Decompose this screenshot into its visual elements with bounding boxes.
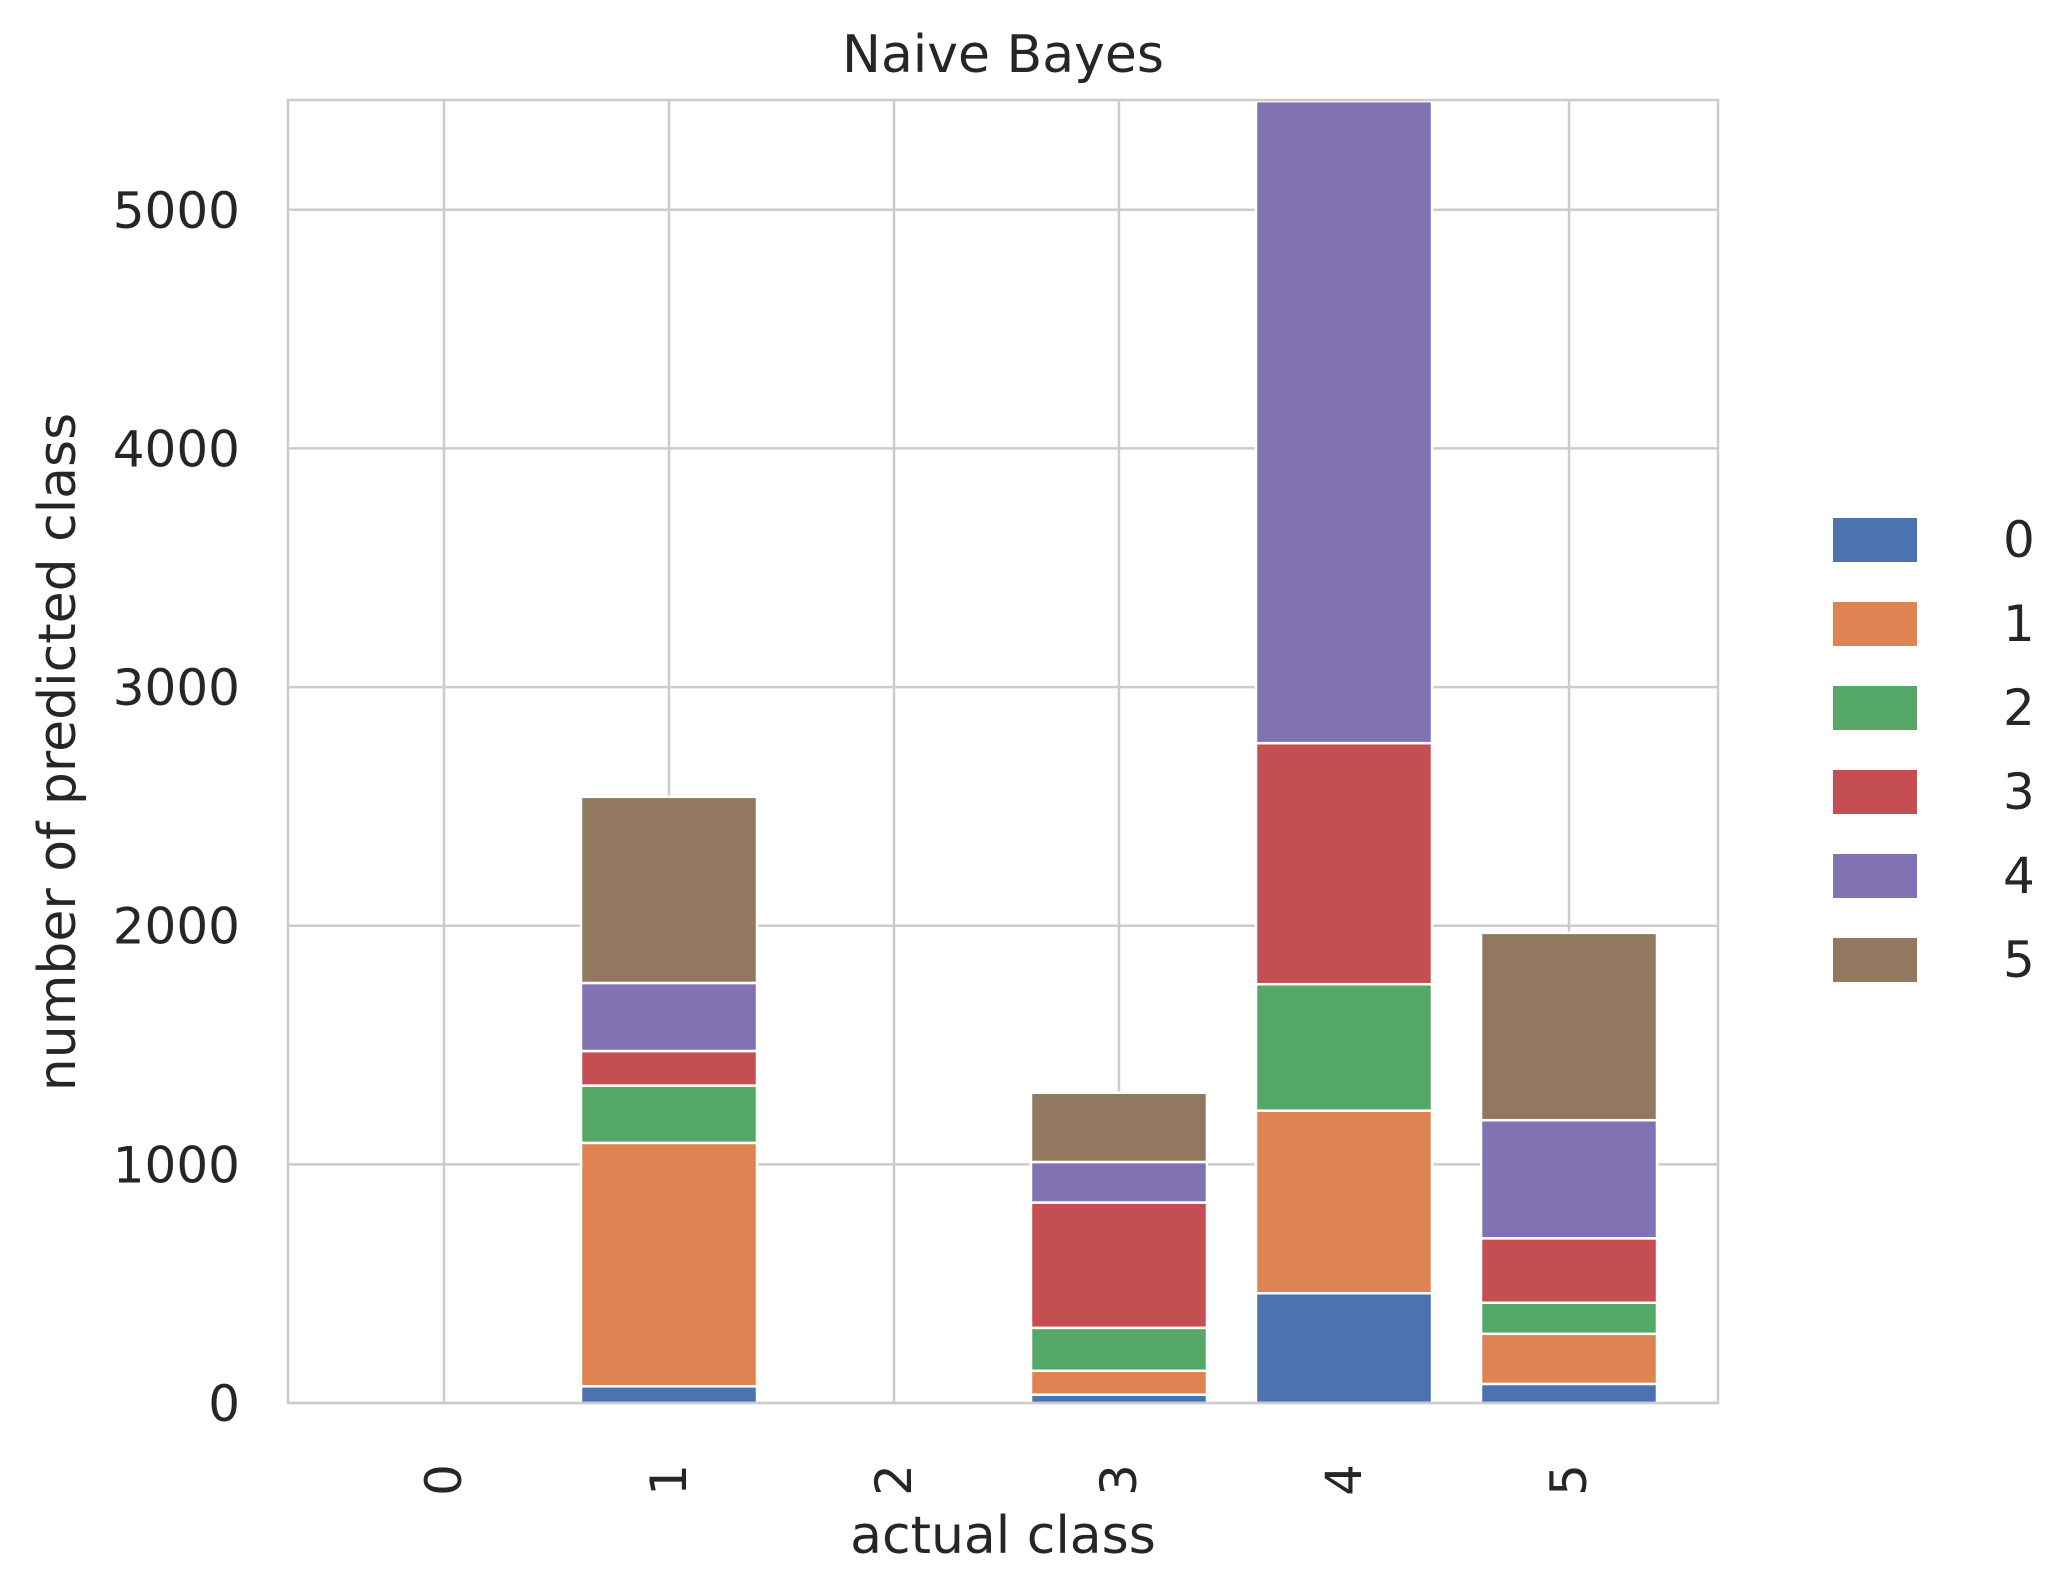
x-axis-label: actual class xyxy=(850,1506,1156,1566)
bar-segment xyxy=(579,1141,759,1388)
chart-title: Naive Bayes xyxy=(842,25,1164,85)
bar-segment xyxy=(1029,1091,1209,1164)
bar-segment xyxy=(1479,1118,1659,1240)
legend-label: 2 xyxy=(2003,679,2035,737)
x-tick-label: 4 xyxy=(1315,1464,1373,1496)
bar-segment xyxy=(1029,1393,1209,1405)
bar-segment xyxy=(579,981,759,1053)
bar-segment xyxy=(1254,1291,1434,1405)
bar-segment xyxy=(579,1084,759,1145)
legend-swatch xyxy=(1833,854,1917,898)
bar-segment xyxy=(1479,1237,1659,1305)
y-axis-label: number of predicted class xyxy=(28,413,88,1091)
x-tick-label: 5 xyxy=(1540,1464,1598,1496)
bar-segment xyxy=(1254,741,1434,986)
legend: 0 1 2 3 4 5 xyxy=(1833,511,2035,989)
bar-segment xyxy=(1029,1201,1209,1330)
bar-segment xyxy=(1479,1382,1659,1405)
plot-frame xyxy=(286,98,1720,1405)
y-tick-labels: 0 1000 2000 3000 4000 5000 xyxy=(113,182,240,1433)
x-tick-label: 1 xyxy=(640,1464,698,1496)
y-tick-label: 3000 xyxy=(113,659,240,717)
y-tick-label: 4000 xyxy=(113,420,240,478)
y-tick-label: 2000 xyxy=(113,898,240,956)
bar-segment xyxy=(1479,1301,1659,1336)
legend-label: 1 xyxy=(2003,595,2035,653)
legend-label: 4 xyxy=(2003,847,2035,905)
legend-swatch xyxy=(1833,686,1917,730)
legend-swatch xyxy=(1833,602,1917,646)
bar-segment xyxy=(1479,931,1659,1122)
x-tick-labels: 0 1 2 3 4 5 xyxy=(415,1464,1598,1496)
legend-swatch xyxy=(1833,938,1917,982)
bar-segment xyxy=(1254,982,1434,1112)
x-tick-label: 2 xyxy=(865,1464,923,1496)
legend-swatch xyxy=(1833,518,1917,562)
x-tick-label: 3 xyxy=(1090,1464,1148,1496)
bar-segment xyxy=(579,795,759,985)
legend-label: 3 xyxy=(2003,763,2035,821)
y-tick-label: 1000 xyxy=(113,1136,240,1194)
bar-segment xyxy=(1029,1369,1209,1396)
bars xyxy=(579,99,1659,1405)
bar-segment xyxy=(1254,99,1434,745)
x-tick-label: 0 xyxy=(415,1464,473,1496)
bar-segment xyxy=(579,1049,759,1087)
legend-label: 0 xyxy=(2003,511,2035,569)
bar-segment xyxy=(1479,1332,1659,1386)
bar-segment xyxy=(1029,1326,1209,1373)
legend-label: 5 xyxy=(2003,931,2035,989)
bar-segment xyxy=(1029,1160,1209,1204)
bar-segment xyxy=(1254,1109,1434,1295)
bar-segment xyxy=(579,1385,759,1405)
y-tick-label: 0 xyxy=(208,1375,240,1433)
legend-swatch xyxy=(1833,770,1917,814)
y-tick-label: 5000 xyxy=(113,182,240,240)
